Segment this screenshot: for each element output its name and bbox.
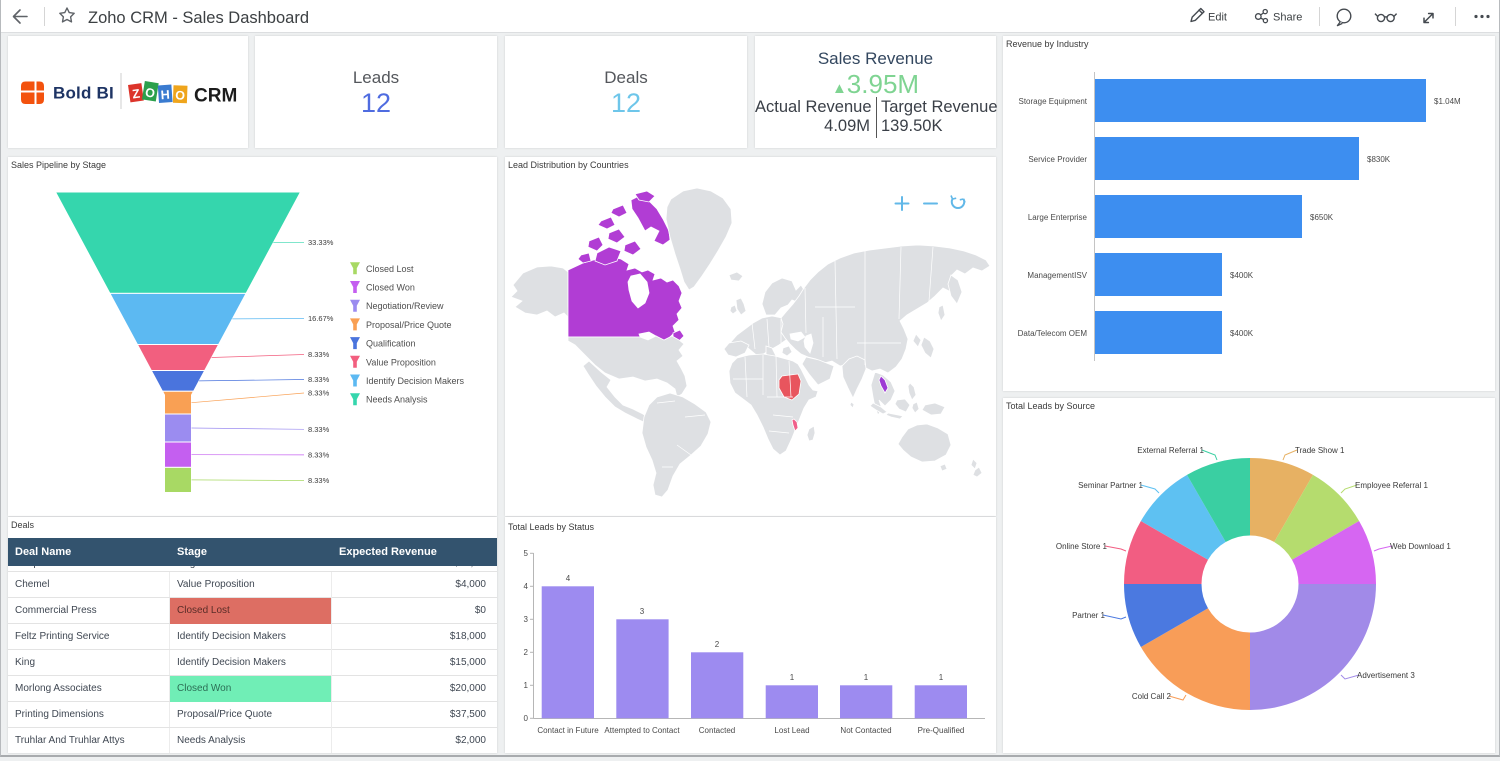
svg-text:$650K: $650K — [1310, 213, 1334, 222]
svg-text:Data/Telecom OEM: Data/Telecom OEM — [1018, 329, 1088, 338]
svg-text:CRM: CRM — [194, 86, 237, 107]
svg-text:O: O — [175, 88, 185, 102]
svg-text:Share: Share — [1273, 12, 1302, 24]
svg-text:Attempted to Contact: Attempted to Contact — [604, 726, 680, 735]
svg-text:Bold BI: Bold BI — [53, 84, 114, 103]
svg-text:$1.04M: $1.04M — [1434, 97, 1461, 106]
svg-text:8.33%: 8.33% — [308, 450, 330, 459]
svg-text:Pre-Qualified: Pre-Qualified — [918, 726, 965, 735]
svg-text:0: 0 — [524, 714, 529, 723]
svg-text:Partner 1: Partner 1 — [1072, 611, 1105, 620]
svg-text:16.67%: 16.67% — [308, 314, 334, 323]
svg-text:Cold Call 2: Cold Call 2 — [1132, 692, 1172, 701]
svg-text:Closed Won: Closed Won — [366, 283, 415, 293]
svg-text:4: 4 — [524, 582, 529, 591]
svg-text:Employee Referral 1: Employee Referral 1 — [1355, 481, 1428, 490]
svg-text:Trade Show 1: Trade Show 1 — [1295, 446, 1345, 455]
svg-text:External Referral 1: External Referral 1 — [1137, 446, 1204, 455]
svg-text:Lost Lead: Lost Lead — [774, 726, 809, 735]
svg-text:Contacted: Contacted — [699, 726, 735, 735]
svg-text:Large Enterprise: Large Enterprise — [1028, 213, 1088, 222]
svg-text:Value Proposition: Value Proposition — [366, 357, 436, 367]
svg-text:H: H — [160, 88, 170, 103]
svg-text:3: 3 — [640, 607, 645, 616]
svg-text:5: 5 — [524, 549, 529, 558]
svg-text:2: 2 — [715, 640, 720, 649]
svg-text:8.33%: 8.33% — [308, 476, 330, 485]
svg-text:33.33%: 33.33% — [308, 238, 334, 247]
svg-text:Qualification: Qualification — [366, 339, 416, 349]
svg-text:$830K: $830K — [1367, 155, 1391, 164]
svg-text:Edit: Edit — [1208, 12, 1227, 24]
svg-text:ManagementISV: ManagementISV — [1027, 271, 1087, 280]
svg-text:Zoho CRM - Sales Dashboard: Zoho CRM - Sales Dashboard — [88, 9, 309, 27]
svg-text:8.33%: 8.33% — [308, 425, 330, 434]
svg-text:1: 1 — [790, 673, 795, 682]
svg-text:Contact in Future: Contact in Future — [537, 726, 599, 735]
svg-text:$400K: $400K — [1230, 271, 1254, 280]
svg-text:Web Download 1: Web Download 1 — [1390, 542, 1451, 551]
svg-text:Storage Equipment: Storage Equipment — [1019, 97, 1088, 106]
svg-text:Online Store 1: Online Store 1 — [1056, 542, 1108, 551]
svg-text:4: 4 — [566, 574, 571, 583]
svg-text:8.33%: 8.33% — [308, 350, 330, 359]
svg-text:Negotiation/Review: Negotiation/Review — [366, 301, 444, 311]
svg-text:2: 2 — [524, 648, 529, 657]
svg-text:8.33%: 8.33% — [308, 389, 330, 398]
svg-text:Service Provider: Service Provider — [1028, 155, 1087, 164]
svg-text:3: 3 — [524, 615, 529, 624]
svg-text:Not Contacted: Not Contacted — [840, 726, 891, 735]
svg-text:1: 1 — [524, 681, 529, 690]
svg-text:8.33%: 8.33% — [308, 375, 330, 384]
svg-text:Identify Decision Makers: Identify Decision Makers — [366, 376, 465, 386]
svg-text:Advertisement 3: Advertisement 3 — [1357, 671, 1415, 680]
svg-text:Proposal/Price Quote: Proposal/Price Quote — [366, 320, 452, 330]
svg-text:Closed Lost: Closed Lost — [366, 264, 414, 274]
svg-text:Seminar Partner 1: Seminar Partner 1 — [1078, 481, 1143, 490]
svg-text:$400K: $400K — [1230, 329, 1254, 338]
svg-text:Needs Analysis: Needs Analysis — [366, 395, 428, 405]
svg-text:1: 1 — [939, 673, 944, 682]
svg-text:1: 1 — [864, 673, 869, 682]
